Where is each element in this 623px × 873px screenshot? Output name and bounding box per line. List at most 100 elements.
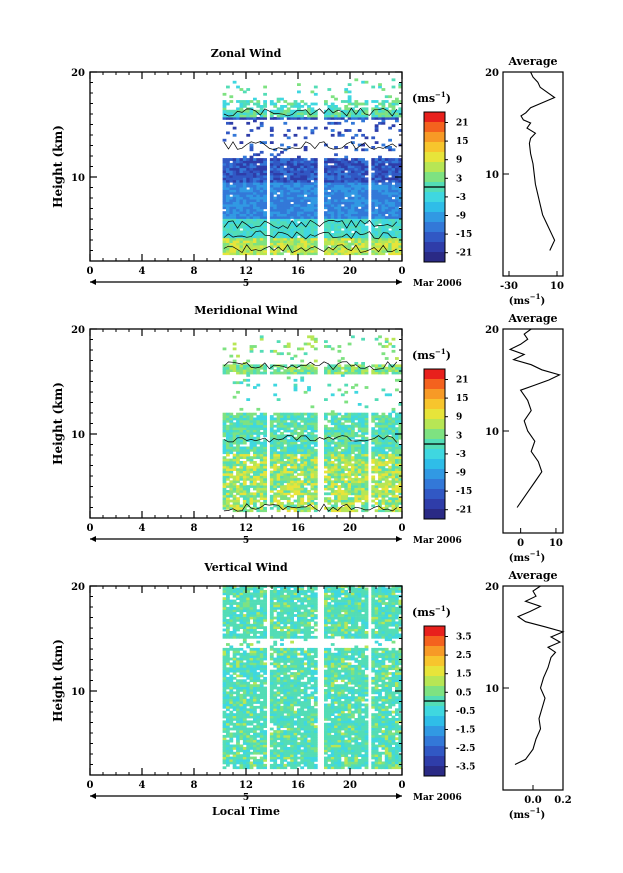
heatmap-cell (340, 109, 345, 113)
heatmap-cell (273, 499, 278, 503)
heatmap-cell (324, 230, 328, 234)
heatmap-cell (351, 415, 355, 418)
heatmap-cell (226, 698, 230, 702)
heatmap-cell (344, 146, 349, 149)
heatmap-cell (226, 499, 230, 503)
heatmap-cell (232, 208, 237, 212)
heatmap-cell (330, 480, 335, 484)
heatmap-cell (297, 109, 301, 113)
heatmap-cell (222, 441, 227, 445)
heatmap-cell (364, 204, 369, 207)
heatmap-cell (263, 194, 267, 198)
heatmap-cell (337, 252, 342, 256)
heatmap-cell (371, 371, 376, 375)
heatmap-cell (226, 158, 230, 161)
heatmap-cell (354, 117, 359, 120)
heatmap-cell (300, 182, 305, 185)
heatmap-cell (347, 218, 352, 222)
heatmap-cell (384, 117, 389, 120)
heatmap-cell (327, 456, 332, 459)
heatmap-cell (371, 175, 376, 178)
heatmap-cell (229, 429, 234, 433)
heatmap-cell (263, 485, 267, 488)
heatmap-cell (242, 225, 247, 229)
heatmap-cell (222, 623, 227, 627)
heatmap-cell (222, 487, 227, 491)
colorbar-swatch (424, 379, 445, 390)
heatmap-cell (222, 494, 227, 498)
heatmap-cell (222, 182, 227, 185)
heatmap-cell (334, 506, 338, 510)
heatmap-cell (222, 485, 227, 488)
heatmap-cell (398, 252, 403, 256)
heatmap-cell (242, 184, 247, 188)
heatmap-cell (344, 371, 349, 375)
heatmap-cell (313, 502, 318, 505)
heatmap-cell (286, 199, 291, 202)
heatmap-cell (327, 480, 332, 484)
heatmap-cell (249, 218, 254, 222)
heatmap-cell (229, 599, 234, 603)
heatmap-cell (297, 172, 301, 176)
heatmap-cell (293, 245, 298, 248)
heatmap-cell (378, 504, 382, 508)
heatmap-cell (297, 487, 301, 491)
heatmap-cell (276, 189, 281, 193)
heatmap-cell (347, 480, 352, 484)
heatmap-cell (307, 177, 311, 181)
heatmap-cell (391, 114, 396, 118)
heatmap-cell (293, 220, 298, 224)
heatmap-cell (239, 482, 244, 486)
heatmap-cell (293, 506, 298, 510)
heatmap-cell (232, 609, 237, 613)
heatmap-cell (398, 211, 403, 214)
heatmap-cell (337, 213, 342, 217)
heatmap-cell (378, 369, 382, 372)
heatmap-cell (246, 102, 251, 106)
heatmap-cell (364, 415, 369, 418)
heatmap-cell (310, 187, 315, 190)
heatmap-cell (229, 473, 234, 476)
heatmap-cell (391, 179, 396, 183)
heatmap-cell (283, 453, 288, 457)
heatmap-cell (232, 722, 237, 726)
heatmap-cell (293, 468, 298, 471)
heatmap-cell (256, 490, 261, 493)
heatmap-cell (222, 587, 227, 591)
heatmap-cell (232, 590, 237, 593)
heatmap-cell (334, 208, 338, 212)
heatmap-cell (273, 155, 278, 159)
heatmap-cell (229, 177, 234, 181)
heatmap-cell (395, 369, 399, 372)
heatmap-cell (344, 155, 349, 159)
heatmap-cell (391, 228, 396, 231)
heatmap-cell (297, 490, 301, 493)
heatmap-cell (290, 162, 294, 166)
heatmap-cell (239, 167, 244, 171)
heatmap-cell (330, 492, 335, 496)
heatmap-cell (313, 177, 318, 181)
heatmap-cell (283, 424, 288, 428)
heatmap-cell (242, 506, 247, 510)
heatmap-cell (229, 590, 234, 593)
heatmap-cell (253, 461, 257, 464)
heatmap-cell (374, 105, 379, 108)
heatmap-cell (381, 388, 386, 392)
heatmap-cell (242, 172, 247, 176)
heatmap-cell (280, 230, 284, 234)
heatmap-cell (232, 422, 237, 426)
heatmap-cell (347, 369, 352, 372)
heatmap-cell (242, 240, 247, 243)
heatmap-cell (381, 233, 386, 236)
heatmap-cell (378, 187, 382, 190)
heatmap-cell (276, 444, 281, 447)
heatmap-cell (222, 597, 227, 600)
heatmap-cell (269, 170, 274, 173)
heatmap-cell (290, 446, 294, 450)
heatmap-cell (374, 509, 379, 513)
heatmap-cell (232, 599, 237, 603)
heatmap-cell (246, 194, 251, 198)
heatmap-cell (273, 184, 278, 188)
heatmap-cell (361, 453, 365, 457)
heatmap-cell (226, 676, 230, 680)
